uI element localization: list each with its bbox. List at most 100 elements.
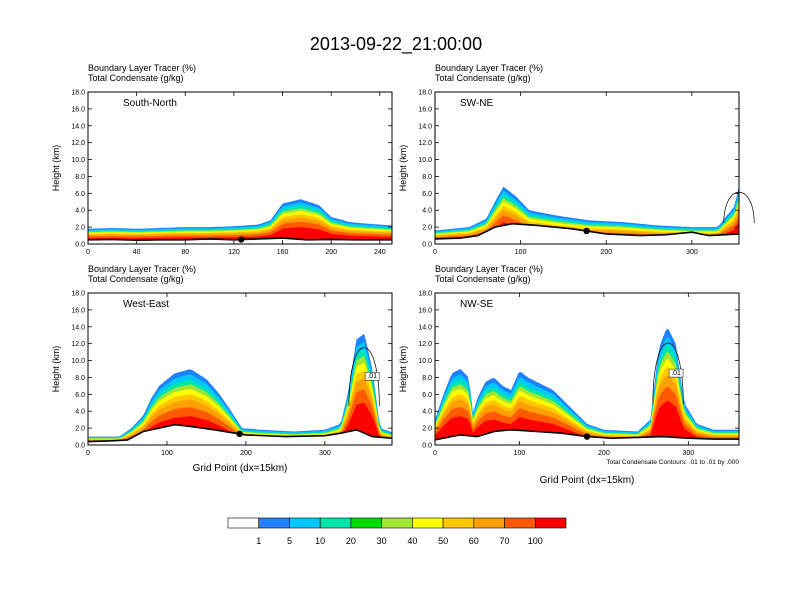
y-tick-label: 16.0 bbox=[418, 307, 432, 314]
x-tick-label: 120 bbox=[228, 249, 240, 256]
y-tick-label: 8.0 bbox=[422, 174, 432, 181]
panel-title-line2: Total Condensate (g/kg) bbox=[435, 73, 531, 83]
colorbar-legend: 1 5 10 20 30 40 50 60 70 100 bbox=[227, 517, 567, 546]
y-tick-label: 6.0 bbox=[75, 392, 85, 399]
colorbar-label: 10 bbox=[315, 536, 325, 546]
colorbar-swatch bbox=[504, 517, 536, 529]
y-tick-label: 2.0 bbox=[75, 225, 85, 232]
x-tick-label: 0 bbox=[86, 450, 90, 457]
y-tick-label: 4.0 bbox=[422, 208, 432, 215]
x-tick-label: 200 bbox=[240, 450, 252, 457]
panel-label: SW-NE bbox=[460, 98, 493, 109]
contour-label-box bbox=[364, 371, 380, 381]
y-tick-label: 8.0 bbox=[75, 174, 85, 181]
y-tick-label: 12.0 bbox=[71, 140, 85, 147]
colorbar-swatch bbox=[412, 517, 444, 529]
y-tick-label: 0.0 bbox=[75, 443, 85, 450]
y-tick-label: 12.0 bbox=[71, 341, 85, 348]
y-tick-label: 4.0 bbox=[75, 409, 85, 416]
y-tick-label: 14.0 bbox=[418, 123, 432, 130]
y-tick-label: 6.0 bbox=[422, 392, 432, 399]
y-tick-label: 12.0 bbox=[418, 341, 432, 348]
location-marker bbox=[236, 430, 243, 438]
colorbar-swatch bbox=[534, 517, 567, 529]
y-axis-label: Height (km) bbox=[398, 346, 408, 393]
colorbar-label: 70 bbox=[500, 536, 510, 546]
location-marker bbox=[583, 433, 591, 440]
panel-label: NW-SE bbox=[460, 299, 493, 310]
x-tick-label: 240 bbox=[374, 249, 386, 256]
y-tick-label: 18.0 bbox=[418, 90, 432, 97]
panel-nw-se: Boundary Layer Tracer (%)Total Condensat… bbox=[398, 264, 740, 486]
y-tick-label: 14.0 bbox=[418, 324, 432, 331]
panel-label: South-North bbox=[123, 98, 177, 109]
y-tick-label: 18.0 bbox=[418, 291, 432, 298]
y-tick-label: 0.0 bbox=[422, 242, 432, 249]
location-marker bbox=[238, 236, 245, 243]
y-tick-label: 12.0 bbox=[418, 140, 432, 147]
y-tick-label: 4.0 bbox=[75, 208, 85, 215]
x-tick-label: 300 bbox=[319, 450, 331, 457]
x-tick-label: 200 bbox=[600, 249, 612, 256]
contour-footnote: Total Condensate Contours: .01 to .01 by… bbox=[606, 459, 739, 466]
x-tick-label: 40 bbox=[133, 249, 141, 256]
colorbar-swatch bbox=[227, 517, 260, 529]
x-tick-label: 160 bbox=[277, 249, 289, 256]
page-title: 2013-09-22_21:00:00 bbox=[310, 34, 482, 55]
colorbar-label: 20 bbox=[346, 536, 356, 546]
y-tick-label: 0.0 bbox=[422, 443, 432, 450]
colorbar-label: 5 bbox=[287, 536, 292, 546]
y-axis-label: Height (km) bbox=[51, 346, 61, 393]
x-tick-label: 80 bbox=[181, 249, 189, 256]
y-axis-label: Height (km) bbox=[51, 145, 61, 192]
colorbar-label: 100 bbox=[528, 536, 543, 546]
y-tick-label: 8.0 bbox=[422, 375, 432, 382]
y-tick-label: 2.0 bbox=[422, 426, 432, 433]
plot-frame bbox=[434, 292, 740, 446]
colorbar-label: 1 bbox=[256, 536, 261, 546]
colorbar-swatch bbox=[258, 517, 290, 529]
contour-label: .01 bbox=[367, 373, 377, 380]
y-tick-label: 10.0 bbox=[418, 157, 432, 164]
contour-label: .01 bbox=[671, 370, 681, 377]
colorbar-label: 50 bbox=[438, 536, 448, 546]
location-marker bbox=[583, 227, 590, 235]
y-tick-label: 6.0 bbox=[422, 191, 432, 198]
x-axis-label: Grid Point (dx=15km) bbox=[540, 475, 635, 486]
panel-title-line1: Boundary Layer Tracer (%) bbox=[435, 264, 543, 274]
x-tick-label: 200 bbox=[598, 450, 610, 457]
y-tick-label: 10.0 bbox=[71, 157, 85, 164]
x-tick-label: 200 bbox=[325, 249, 337, 256]
x-tick-label: 0 bbox=[86, 249, 90, 256]
panel-sw-ne: Boundary Layer Tracer (%)Total Condensat… bbox=[398, 63, 755, 256]
x-tick-label: 100 bbox=[161, 450, 173, 457]
panel-south-north: Boundary Layer Tracer (%)Total Condensat… bbox=[51, 63, 393, 256]
x-tick-label: 300 bbox=[686, 249, 698, 256]
colorbar-swatch bbox=[442, 517, 475, 529]
condensate-contour bbox=[348, 347, 380, 407]
x-tick-label: 300 bbox=[682, 450, 694, 457]
y-tick-label: 14.0 bbox=[71, 123, 85, 130]
x-tick-label: 0 bbox=[433, 450, 437, 457]
panel-title-line2: Total Condensate (g/kg) bbox=[88, 73, 184, 83]
x-tick-label: 0 bbox=[433, 249, 437, 256]
y-tick-label: 4.0 bbox=[422, 409, 432, 416]
colorbar-swatch bbox=[473, 517, 505, 529]
y-tick-label: 10.0 bbox=[71, 358, 85, 365]
colorbar-swatch bbox=[319, 517, 352, 529]
panel-west-east: Boundary Layer Tracer (%)Total Condensat… bbox=[51, 264, 393, 474]
y-tick-label: 8.0 bbox=[75, 375, 85, 382]
panel-title-line1: Boundary Layer Tracer (%) bbox=[435, 63, 543, 73]
condensate-contour bbox=[652, 342, 684, 405]
panel-title-line2: Total Condensate (g/kg) bbox=[435, 274, 531, 284]
panel-title-line1: Boundary Layer Tracer (%) bbox=[88, 264, 196, 274]
y-tick-label: 6.0 bbox=[75, 191, 85, 198]
y-tick-label: 16.0 bbox=[71, 307, 85, 314]
y-tick-label: 18.0 bbox=[71, 90, 85, 97]
panel-title-line1: Boundary Layer Tracer (%) bbox=[88, 63, 196, 73]
y-tick-label: 18.0 bbox=[71, 291, 85, 298]
y-tick-label: 16.0 bbox=[418, 106, 432, 113]
x-tick-label: 100 bbox=[514, 450, 526, 457]
colorbar-label: 60 bbox=[469, 536, 479, 546]
